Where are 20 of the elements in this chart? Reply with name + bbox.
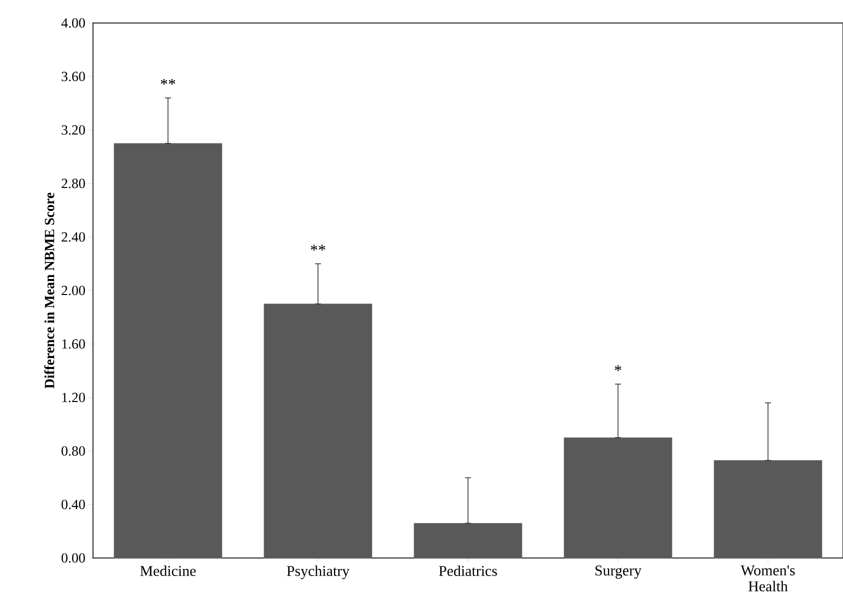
y-tick-label: 2.40 <box>62 232 85 242</box>
y-tick-label: 0.80 <box>62 446 85 456</box>
annotation: * <box>614 365 622 372</box>
x-tick-label: Psychiatry <box>286 566 350 580</box>
x-tick-label: Pediatrics <box>438 566 497 576</box>
y-tick-label: 1.60 <box>62 339 85 349</box>
annotation: ** <box>160 78 176 85</box>
y-tick-label: 0.40 <box>62 500 85 510</box>
y-tick-label: 3.20 <box>62 125 85 135</box>
y-tick-label: 3.60 <box>62 72 85 82</box>
y-tick-label: 4.00 <box>61 18 85 28</box>
y-tick-label: 2.00 <box>62 286 85 296</box>
x-tick-label: Women's Health <box>740 566 795 592</box>
x-tick-label: Surgery <box>595 566 642 579</box>
y-tick-label: 1.20 <box>62 392 85 402</box>
y-axis-title: Difference in Mean NBME Score <box>44 192 54 388</box>
annotation: ** <box>310 244 326 251</box>
y-tick-label: 0.00 <box>62 553 85 563</box>
y-tick-label: 2.80 <box>62 178 85 188</box>
x-tick-label: Medicine <box>140 566 196 576</box>
